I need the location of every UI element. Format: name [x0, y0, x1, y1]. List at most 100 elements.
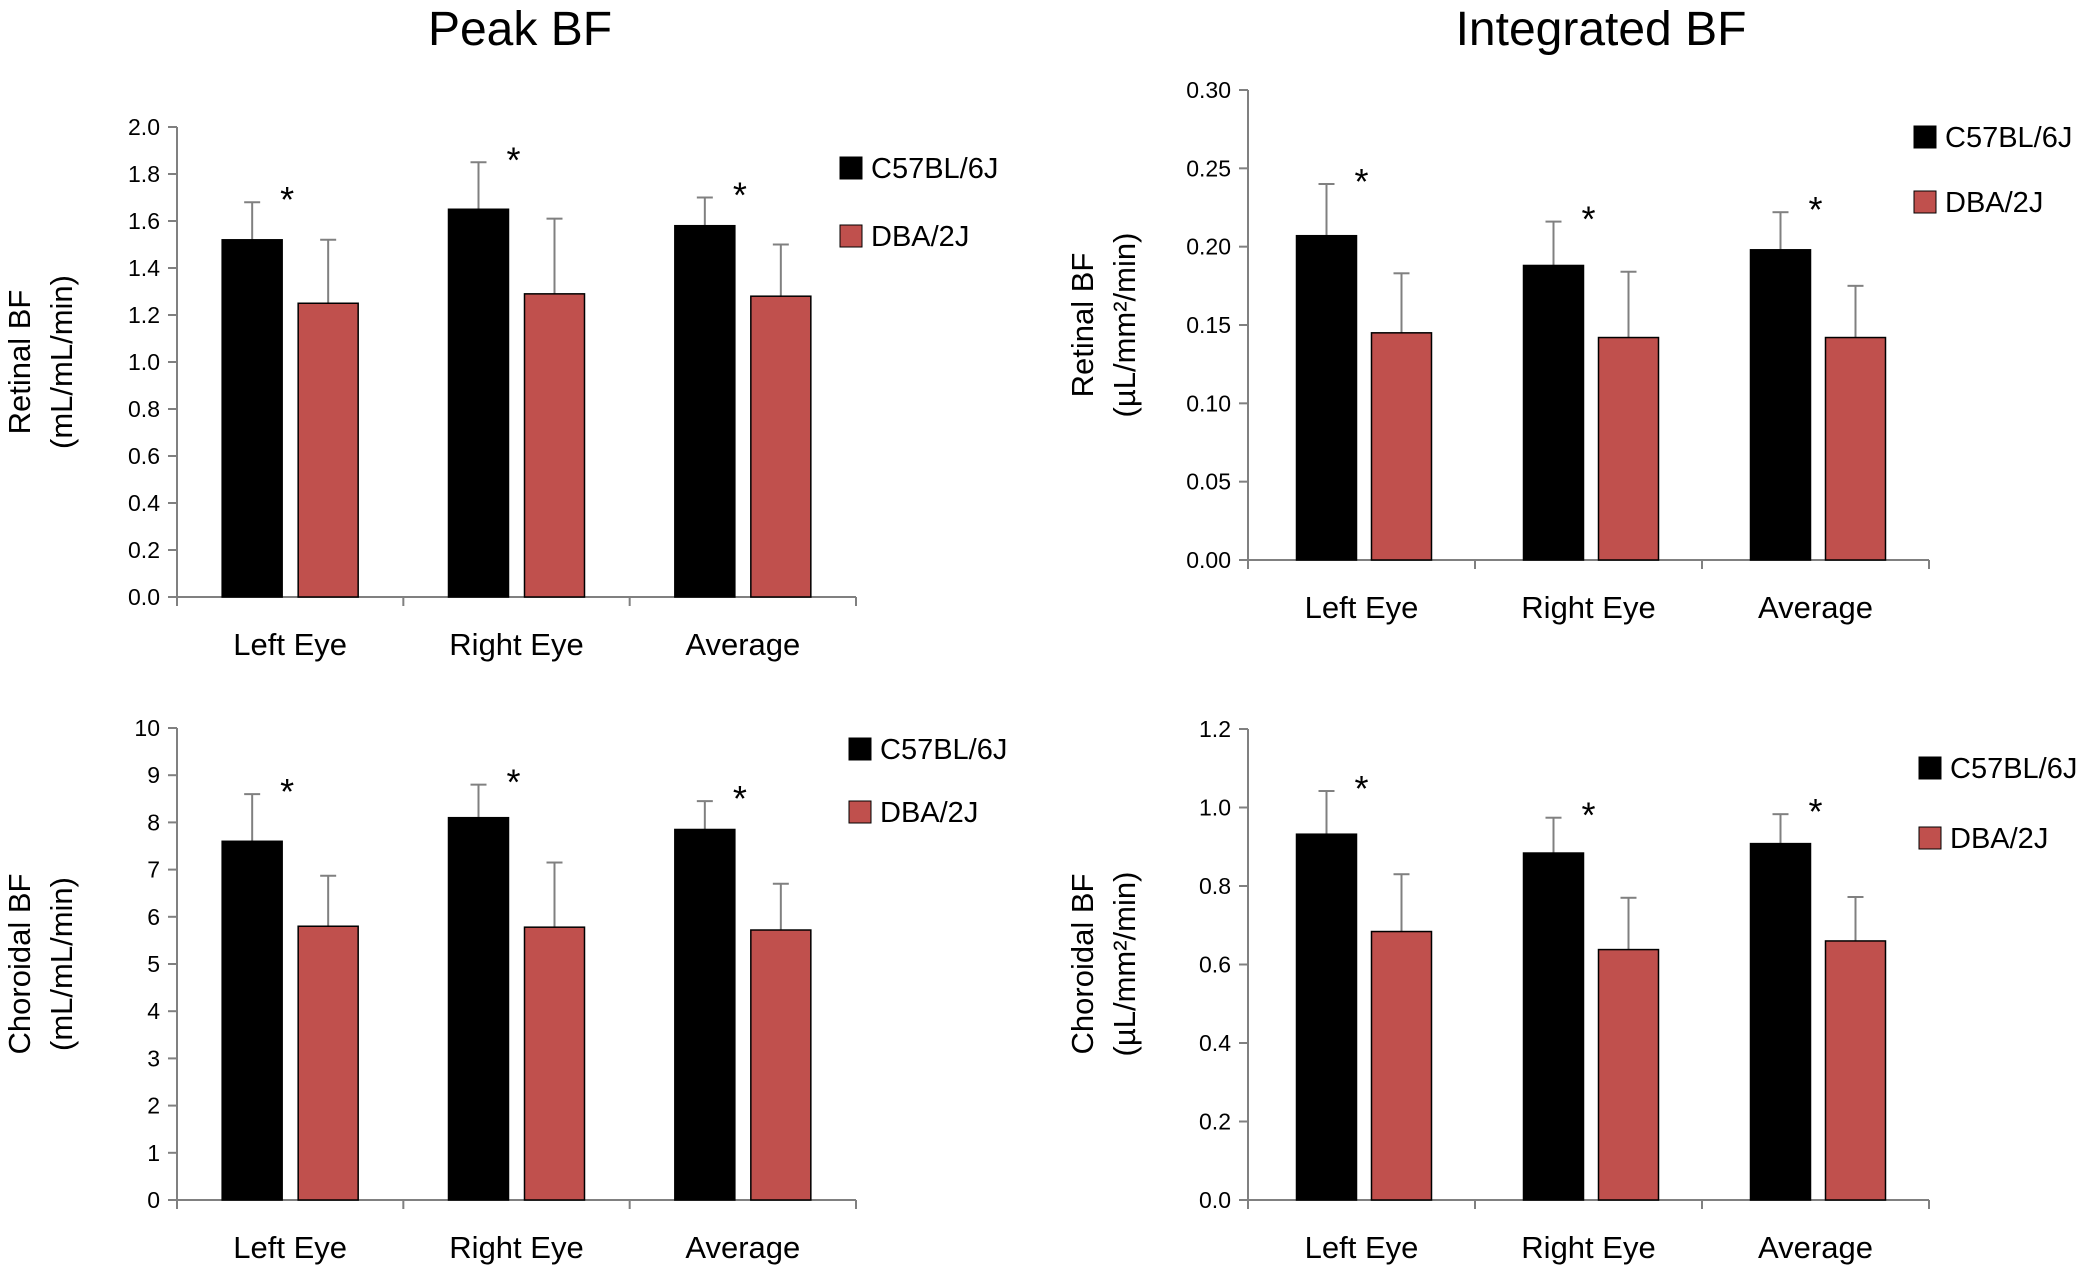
peak-retinal-y-axis-label: Retinal BF	[2, 290, 37, 435]
peak-choroidal-legend-swatch-dba2j	[848, 800, 872, 824]
peak-choroidal-bar-c57bl6j	[221, 840, 283, 1201]
peak-retinal-y-tick-label: 1.0	[128, 349, 160, 375]
int-choroidal-bar-c57bl6j	[1295, 833, 1358, 1201]
peak-retinal-bar-c57bl6j	[221, 239, 283, 598]
peak-choroidal-significance-star: *	[733, 778, 747, 819]
int-retinal-significance-star: *	[1581, 199, 1595, 240]
peak-retinal-y-tick-label: 0.8	[128, 396, 160, 422]
int-retinal-significance-star: *	[1808, 189, 1822, 230]
int-choroidal-category-label: Left Eye	[1305, 1230, 1419, 1265]
int-choroidal-y-tick-label: 1.0	[1199, 795, 1231, 821]
peak-retinal-y-axis-label: (mL/mL/min)	[44, 275, 79, 449]
peak-choroidal-y-axis-label: Choroidal BF	[2, 874, 37, 1055]
peak-choroidal-legend-swatch-c57bl6j	[848, 737, 872, 761]
peak-choroidal-category-label: Average	[685, 1230, 800, 1265]
peak-choroidal-legend-label-dba2j: DBA/2J	[880, 797, 978, 829]
int-retinal-bar-c57bl6j	[1522, 264, 1585, 561]
int-choroidal-legend-swatch-dba2j	[1918, 826, 1942, 850]
peak-retinal-y-tick-label: 1.6	[128, 208, 160, 234]
peak-choroidal-significance-star: *	[280, 771, 294, 812]
int-choroidal-legend-label-dba2j: DBA/2J	[1950, 823, 2048, 855]
int-choroidal-legend-swatch-c57bl6j	[1918, 756, 1942, 780]
int-retinal-legend-swatch-c57bl6j	[1913, 125, 1937, 149]
peak-choroidal-y-tick-label: 0	[147, 1187, 160, 1213]
int-retinal-y-tick-label: 0.20	[1186, 234, 1231, 260]
peak-choroidal-bar-dba2j	[297, 925, 359, 1201]
int-retinal-y-tick-label: 0.05	[1186, 469, 1231, 495]
peak-retinal-legend-swatch-dba2j	[839, 224, 863, 248]
int-retinal-y-tick-label: 0.00	[1186, 547, 1231, 573]
peak-choroidal-category-label: Left Eye	[233, 1230, 347, 1265]
int-choroidal-bar-dba2j	[1370, 930, 1433, 1201]
int-retinal-bar-dba2j	[1824, 336, 1887, 561]
integrated-bf-title: Integrated BF	[1455, 3, 1747, 56]
peak-retinal-bar-dba2j	[523, 293, 586, 598]
peak-choroidal-y-tick-label: 8	[147, 809, 160, 835]
peak-choroidal-bar-c57bl6j	[447, 816, 510, 1201]
peak-retinal-category-label: Right Eye	[449, 627, 583, 662]
peak-retinal-y-tick-label: 1.2	[128, 302, 160, 328]
peak-choroidal-y-tick-label: 5	[147, 951, 160, 977]
int-retinal-category-label: Right Eye	[1521, 590, 1655, 625]
int-choroidal-bar-c57bl6j	[1749, 842, 1812, 1201]
peak-choroidal-bar-dba2j	[523, 926, 586, 1201]
int-retinal-y-axis-label: (µL/mm²/min)	[1107, 233, 1142, 418]
peak-retinal-category-label: Average	[685, 627, 800, 662]
int-retinal-y-tick-label: 0.15	[1186, 312, 1231, 338]
int-retinal-bar-c57bl6j	[1749, 249, 1812, 561]
peak-choroidal-y-tick-label: 4	[147, 998, 160, 1024]
peak-retinal-bar-dba2j	[750, 295, 812, 598]
peak-choroidal-y-axis-label: (mL/mL/min)	[44, 877, 79, 1051]
peak-retinal-y-tick-label: 0.0	[128, 584, 160, 610]
peak-retinal-significance-star: *	[506, 139, 520, 180]
int-retinal-category-label: Left Eye	[1305, 590, 1419, 625]
peak-choroidal-y-tick-label: 3	[147, 1045, 160, 1071]
peak-retinal-y-tick-label: 0.6	[128, 443, 160, 469]
peak-retinal-y-tick-label: 1.4	[128, 255, 160, 281]
peak-bf-title: Peak BF	[427, 3, 613, 56]
int-retinal-legend-swatch-dba2j	[1913, 190, 1937, 214]
peak-choroidal-y-tick-label: 9	[147, 762, 160, 788]
int-choroidal-bar-dba2j	[1597, 948, 1660, 1201]
peak-retinal-y-tick-label: 0.4	[128, 490, 160, 516]
int-retinal-legend-label-c57bl6j: C57BL/6J	[1945, 122, 2072, 154]
peak-retinal-legend-label-dba2j: DBA/2J	[871, 221, 969, 253]
int-retinal-bar-dba2j	[1370, 332, 1433, 561]
peak-retinal-legend-label-c57bl6j: C57BL/6J	[871, 153, 998, 185]
peak-choroidal-bar-c57bl6j	[674, 828, 736, 1201]
peak-retinal-bar-c57bl6j	[447, 208, 510, 598]
int-choroidal-y-tick-label: 1.2	[1199, 716, 1231, 742]
peak-choroidal-y-tick-label: 10	[134, 715, 160, 741]
peak-choroidal-bar-dba2j	[750, 929, 812, 1201]
peak-retinal-legend-swatch-c57bl6j	[839, 156, 863, 180]
peak-choroidal-y-tick-label: 6	[147, 904, 160, 930]
peak-choroidal-y-tick-label: 2	[147, 1093, 160, 1119]
int-choroidal-category-label: Right Eye	[1521, 1230, 1655, 1265]
int-choroidal-y-tick-label: 0.6	[1199, 952, 1231, 978]
peak-retinal-y-tick-label: 2.0	[128, 114, 160, 140]
peak-retinal-bar-dba2j	[297, 302, 359, 598]
int-retinal-bar-c57bl6j	[1295, 234, 1358, 561]
int-retinal-y-tick-label: 0.10	[1186, 390, 1231, 416]
peak-choroidal-legend-label-c57bl6j: C57BL/6J	[880, 734, 1007, 766]
int-retinal-bar-dba2j	[1597, 336, 1660, 561]
int-choroidal-significance-star: *	[1354, 768, 1368, 809]
int-retinal-y-axis-label: Retinal BF	[1065, 253, 1100, 398]
int-retinal-legend-label-dba2j: DBA/2J	[1945, 187, 2043, 219]
peak-retinal-y-tick-label: 1.8	[128, 161, 160, 187]
int-choroidal-significance-star: *	[1808, 791, 1822, 832]
peak-retinal-y-tick-label: 0.2	[128, 537, 160, 563]
int-retinal-category-label: Average	[1758, 590, 1873, 625]
int-choroidal-y-tick-label: 0.2	[1199, 1109, 1231, 1135]
peak-choroidal-significance-star: *	[506, 762, 520, 803]
int-choroidal-y-tick-label: 0.0	[1199, 1187, 1231, 1213]
int-choroidal-y-axis-label: (µL/mm²/min)	[1107, 872, 1142, 1057]
int-retinal-y-tick-label: 0.30	[1186, 77, 1231, 103]
peak-choroidal-y-tick-label: 7	[147, 857, 160, 883]
int-choroidal-y-tick-label: 0.8	[1199, 873, 1231, 899]
int-choroidal-y-tick-label: 0.4	[1199, 1030, 1231, 1056]
peak-choroidal-category-label: Right Eye	[449, 1230, 583, 1265]
peak-retinal-significance-star: *	[733, 175, 747, 216]
int-choroidal-significance-star: *	[1581, 795, 1595, 836]
